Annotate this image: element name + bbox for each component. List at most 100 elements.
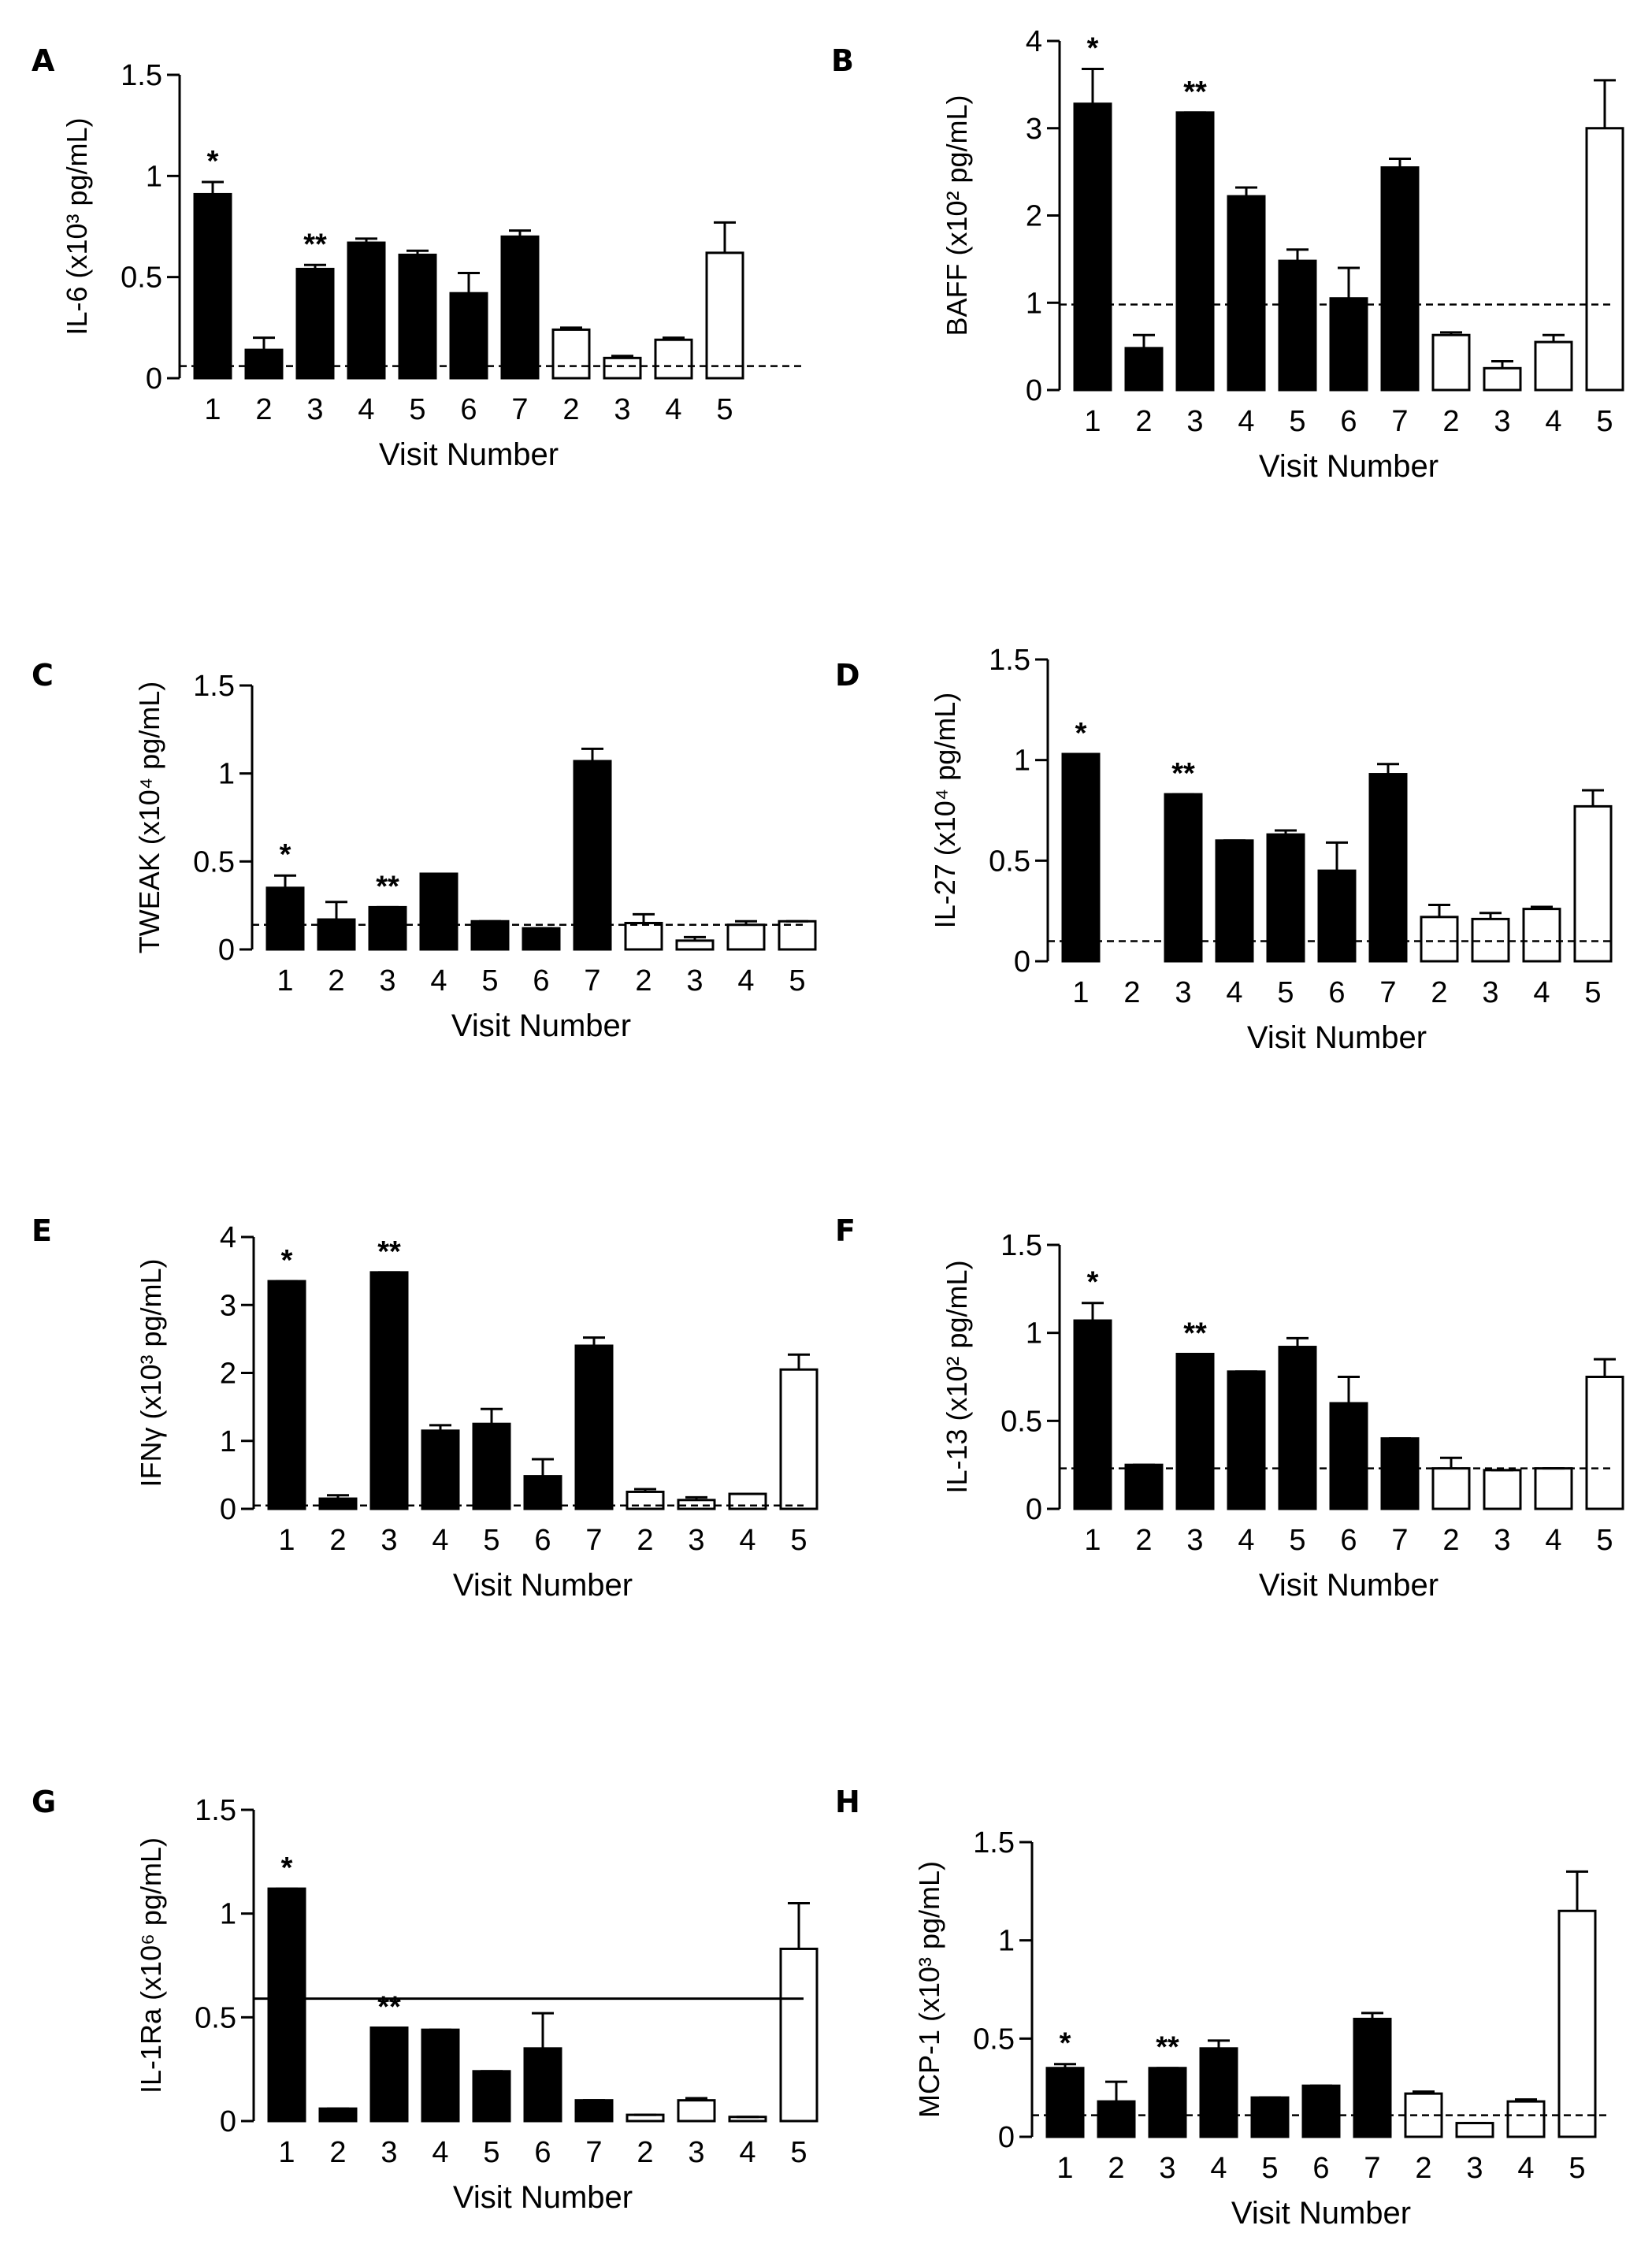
x-tick-label-f-0: 1 <box>1084 1524 1101 1557</box>
x-tick-label-g-7: 2 <box>637 2136 653 2169</box>
bar-f-2 <box>1175 1352 1215 1510</box>
significance-h-0: * <box>1060 2027 1071 2060</box>
x-tick-label-d-9: 4 <box>1533 976 1550 1009</box>
bar-a-3 <box>347 241 386 380</box>
bar-b-6 <box>1380 166 1420 392</box>
bar-h-3 <box>1199 2047 1238 2138</box>
x-tick-label-f-1: 2 <box>1135 1524 1152 1557</box>
x-tick-label-a-10: 5 <box>716 393 733 426</box>
bar-e-0 <box>267 1280 306 1510</box>
x-tick-label-f-6: 7 <box>1391 1524 1408 1557</box>
bar-d-10 <box>1573 804 1613 963</box>
y-tick-label-e-4: 4 <box>220 1221 236 1254</box>
x-tick-label-a-4: 5 <box>409 393 425 426</box>
x-tick-label-e-9: 4 <box>739 1524 755 1557</box>
bar-e-6 <box>574 1344 614 1510</box>
x-tick-label-a-2: 3 <box>306 393 323 426</box>
significance-g-1: ** <box>377 1991 401 2024</box>
bar-f-8 <box>1483 1469 1522 1510</box>
y-tick-label-c-3: 1.5 <box>193 670 235 703</box>
x-tick-label-f-9: 4 <box>1545 1524 1561 1557</box>
bar-a-4 <box>398 253 437 380</box>
y-tick-label-b-1: 1 <box>1026 287 1042 320</box>
x-tick-label-h-8: 3 <box>1466 2152 1483 2185</box>
x-tick-label-b-4: 5 <box>1289 405 1305 438</box>
y-tick-label-g-3: 1.5 <box>195 1794 236 1827</box>
bar-a-6 <box>500 235 540 380</box>
y-tick-label-h-2: 1 <box>998 1925 1015 1958</box>
x-tick-label-e-8: 3 <box>688 1524 704 1557</box>
bar-d-2 <box>1164 793 1203 963</box>
x-tick-label-b-1: 2 <box>1135 405 1152 438</box>
x-tick-label-h-6: 7 <box>1364 2152 1380 2185</box>
x-tick-label-f-4: 5 <box>1289 1524 1305 1557</box>
y-tick-label-b-0: 0 <box>1026 374 1042 407</box>
bar-c-7 <box>624 922 663 951</box>
bar-a-5 <box>449 292 488 380</box>
x-tick-label-a-7: 2 <box>562 393 579 426</box>
x-axis-label-a: Visit Number <box>379 437 559 472</box>
x-tick-label-g-8: 3 <box>688 2136 704 2169</box>
x-axis-label-e: Visit Number <box>453 1568 633 1603</box>
bar-g-4 <box>472 2070 511 2123</box>
panel-letter-e: E <box>32 1213 52 1248</box>
y-tick-label-d-3: 1.5 <box>989 644 1030 677</box>
x-tick-label-c-4: 5 <box>481 964 498 997</box>
x-tick-label-c-8: 3 <box>686 964 703 997</box>
bar-f-7 <box>1431 1467 1471 1510</box>
x-tick-label-e-2: 3 <box>381 1524 397 1557</box>
x-tick-label-d-4: 5 <box>1277 976 1294 1009</box>
x-tick-label-a-9: 4 <box>665 393 681 426</box>
y-tick-label-e-3: 3 <box>220 1289 236 1322</box>
x-tick-label-d-2: 3 <box>1175 976 1191 1009</box>
bar-b-9 <box>1534 340 1573 392</box>
panel-letter-d: D <box>835 658 860 693</box>
bar-c-9 <box>726 923 766 951</box>
bar-c-8 <box>675 939 715 951</box>
bar-f-5 <box>1329 1402 1368 1510</box>
bar-e-9 <box>728 1492 767 1510</box>
bar-b-5 <box>1329 297 1368 392</box>
x-tick-label-h-4: 5 <box>1261 2152 1278 2185</box>
significance-h-1: ** <box>1156 2031 1179 2064</box>
bar-b-0 <box>1073 102 1112 392</box>
panel-letter-g: G <box>32 1785 56 1819</box>
x-axis-label-g: Visit Number <box>453 2180 633 2215</box>
bar-b-1 <box>1124 347 1164 392</box>
y-tick-label-c-2: 1 <box>218 758 235 791</box>
y-tick-label-d-2: 1 <box>1014 745 1030 778</box>
significance-e-1: ** <box>377 1235 401 1269</box>
bar-b-8 <box>1483 366 1522 392</box>
y-tick-label-a-3: 1.5 <box>121 59 162 92</box>
x-tick-label-a-6: 7 <box>511 393 528 426</box>
significance-b-0: * <box>1087 32 1099 65</box>
x-tick-label-g-0: 1 <box>278 2136 295 2169</box>
panel-g: G 0 0.5 1 1.5 IL-1Ra (x10⁶ pg/mL) 1 2 3 4 5 6 7 2 3 4 5 *… <box>32 1785 819 2215</box>
bar-b-7 <box>1431 333 1471 392</box>
y-tick-label-f-1: 0.5 <box>1000 1405 1042 1438</box>
x-tick-label-a-0: 1 <box>204 393 221 426</box>
bar-a-8 <box>603 356 642 380</box>
x-tick-label-e-1: 2 <box>329 1524 346 1557</box>
bar-b-2 <box>1175 111 1215 392</box>
bar-h-1 <box>1097 2100 1136 2138</box>
bar-h-10 <box>1557 1909 1597 2138</box>
x-tick-label-b-2: 3 <box>1186 405 1203 438</box>
bar-e-2 <box>369 1271 409 1510</box>
panel-letter-a: A <box>32 43 55 78</box>
bar-e-1 <box>318 1497 358 1510</box>
bar-h-4 <box>1250 2096 1290 2138</box>
x-tick-label-c-1: 2 <box>328 964 344 997</box>
x-tick-label-c-5: 6 <box>533 964 549 997</box>
bar-f-10 <box>1585 1376 1624 1510</box>
x-tick-label-h-7: 2 <box>1415 2152 1431 2185</box>
x-tick-label-c-10: 5 <box>789 964 805 997</box>
x-tick-label-h-0: 1 <box>1056 2152 1073 2185</box>
x-tick-label-c-0: 1 <box>277 964 293 997</box>
bar-c-2 <box>368 905 407 951</box>
y-tick-label-a-2: 1 <box>146 160 162 193</box>
x-tick-label-c-9: 4 <box>737 964 754 997</box>
bar-a-2 <box>295 267 335 380</box>
